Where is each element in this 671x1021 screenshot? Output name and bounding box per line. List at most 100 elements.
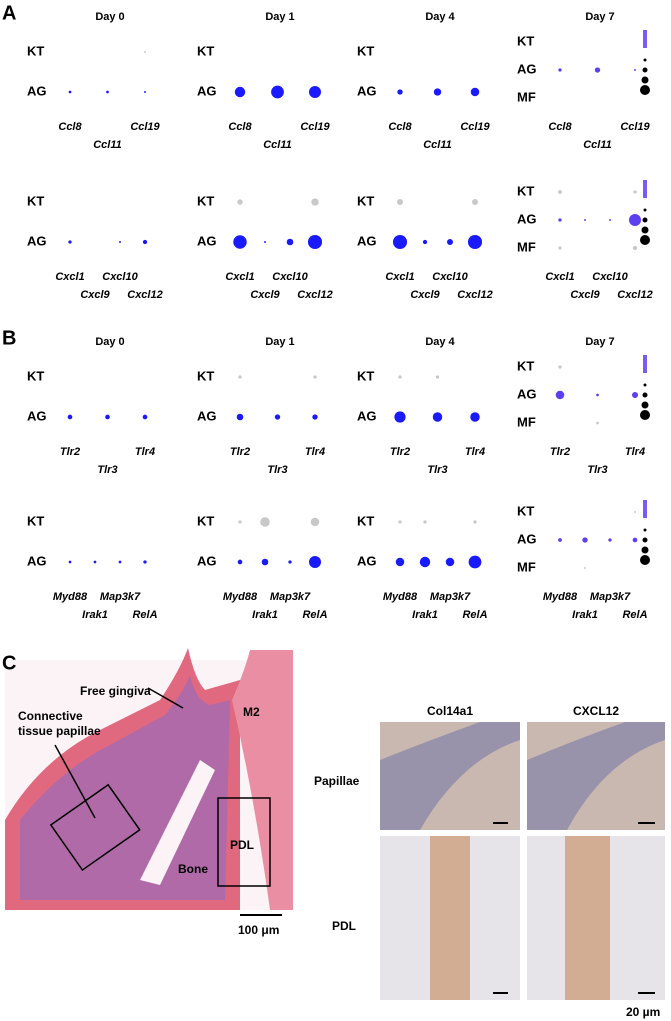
gene-label: Cxcl9 <box>570 289 600 301</box>
dot <box>634 511 636 513</box>
dot <box>468 555 482 569</box>
dot <box>288 560 292 564</box>
dot <box>144 51 146 53</box>
legend-gradient <box>643 500 647 518</box>
row-label: KT <box>517 33 534 48</box>
gene-label: Cxcl12 <box>617 289 652 301</box>
ihc-row: PDL <box>332 919 356 933</box>
dot <box>93 560 97 564</box>
scale-label: 20 µm <box>626 1005 660 1019</box>
gene-label: Cxcl12 <box>127 289 162 301</box>
gene-label: RelA <box>462 609 487 621</box>
gene-label: Cxcl10 <box>272 271 308 283</box>
dot <box>432 412 443 422</box>
row-label: AG <box>357 553 377 568</box>
dot <box>423 520 427 524</box>
legend-dot <box>642 392 648 398</box>
legend-dot <box>640 85 650 95</box>
row-label: KT <box>27 368 44 383</box>
row-label: MF <box>517 239 536 254</box>
gene-label: Tlr4 <box>625 446 645 458</box>
row-label: KT <box>357 368 374 383</box>
gene-label: Cxcl10 <box>432 271 468 283</box>
row-label: KT <box>357 513 374 528</box>
legend-dot <box>641 76 649 84</box>
gene-label: Tlr3 <box>267 464 287 476</box>
dot <box>68 560 72 564</box>
legend-gradient <box>643 30 647 48</box>
row-label: AG <box>517 61 537 76</box>
legend-dot <box>642 67 648 73</box>
gene-label: Irak1 <box>572 609 598 621</box>
row-label: AG <box>27 408 47 423</box>
dot <box>558 538 562 542</box>
row-label: AG <box>197 553 217 568</box>
legend-gradient <box>643 180 647 198</box>
histology-label: tissue papillae <box>18 724 101 738</box>
row-label: KT <box>197 513 214 528</box>
dot <box>470 412 480 422</box>
gene-label: Map3k7 <box>100 591 141 603</box>
dot <box>558 218 562 222</box>
dot <box>142 239 148 245</box>
dot <box>119 241 121 243</box>
legend-dot <box>642 537 648 543</box>
dot <box>558 190 562 194</box>
row-label: AG <box>197 233 217 248</box>
gene-label: Myd88 <box>383 591 418 603</box>
dot <box>445 557 455 567</box>
row-label: KT <box>357 43 374 58</box>
dot <box>142 414 148 420</box>
dot <box>261 558 269 566</box>
dot <box>422 239 428 245</box>
row-label: AG <box>517 386 537 401</box>
gene-label: Tlr3 <box>427 464 447 476</box>
dot <box>628 213 642 227</box>
histology-image <box>5 648 293 916</box>
row-label: MF <box>517 89 536 104</box>
dot <box>584 567 586 569</box>
row-label: KT <box>27 513 44 528</box>
row-label: AG <box>517 531 537 546</box>
histology-label: Connective <box>18 709 83 723</box>
row-label: AG <box>357 408 377 423</box>
dot <box>271 85 284 99</box>
dot <box>558 246 562 250</box>
gene-label: Cxcl12 <box>457 289 492 301</box>
dot <box>144 91 146 93</box>
dot <box>392 234 408 250</box>
gene-label: Map3k7 <box>430 591 471 603</box>
dot <box>237 199 243 205</box>
dot <box>286 238 294 246</box>
dot <box>470 87 480 97</box>
legend-dot <box>643 58 647 62</box>
dot <box>633 190 637 194</box>
gene-label: Tlr2 <box>230 446 250 458</box>
dot <box>394 411 406 423</box>
gene-label: Cxcl1 <box>385 271 414 283</box>
dot <box>582 537 588 543</box>
legend-dot <box>643 383 647 387</box>
gene-label: Tlr4 <box>465 446 485 458</box>
dot <box>274 414 281 420</box>
gene-label: Ccl11 <box>93 139 122 151</box>
dot <box>310 517 320 527</box>
gene-label: Myd88 <box>543 591 578 603</box>
gene-label: Cxcl1 <box>225 271 254 283</box>
dot <box>311 198 319 206</box>
row-label: KT <box>197 193 214 208</box>
dot <box>307 234 323 250</box>
gene-label: Cxcl9 <box>250 289 280 301</box>
panel-label: A <box>2 2 16 24</box>
ihc-images <box>380 722 665 1000</box>
dot <box>143 560 147 564</box>
gene-label: Irak1 <box>82 609 108 621</box>
dot <box>584 219 586 221</box>
gene-label: Tlr2 <box>550 446 570 458</box>
dot <box>395 557 405 567</box>
legend-gradient <box>643 355 647 373</box>
day-title: Day 4 <box>425 336 455 348</box>
ihc-column: CXCL12 <box>573 704 619 718</box>
row-label: AG <box>517 211 537 226</box>
gene-label: RelA <box>302 609 327 621</box>
